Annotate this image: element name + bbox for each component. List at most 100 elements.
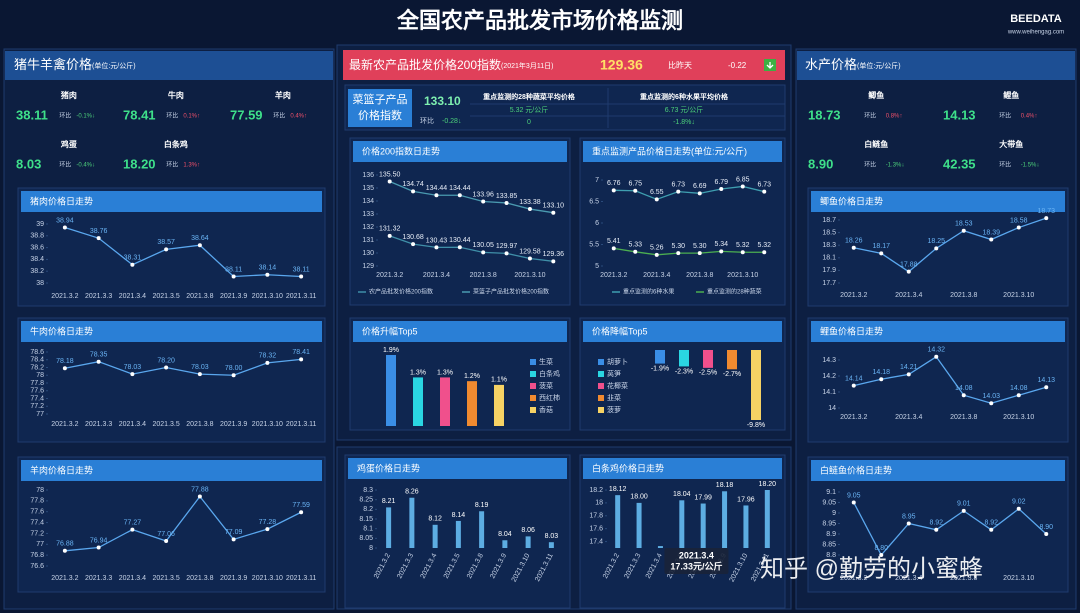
bar	[655, 350, 665, 364]
bar	[727, 350, 737, 370]
legend-label: 西红柿	[539, 393, 560, 402]
bar	[751, 350, 761, 420]
x-tick-label: 2021.3.2	[51, 421, 78, 428]
right-panel-header	[797, 51, 1075, 80]
data-point	[633, 249, 638, 254]
data-label: 135.50	[379, 171, 401, 178]
x-tick-label: 2021.3.2	[840, 414, 867, 421]
veg-value: 5.32 元/公斤	[510, 105, 549, 114]
series-line	[389, 235, 554, 262]
bar	[657, 546, 663, 548]
stat-change-label: 环比	[999, 161, 1011, 169]
data-label: 5.33	[628, 242, 642, 249]
stat-change-label: 环比	[166, 112, 178, 120]
data-label: -2.5%	[699, 370, 717, 377]
data-label: 78.00	[225, 365, 243, 372]
data-label: 5.41	[607, 238, 621, 245]
y-tick-label: 136	[362, 172, 374, 179]
data-point	[265, 360, 270, 365]
data-label: 1.2%	[464, 373, 480, 380]
data-label: 8.06	[521, 527, 535, 534]
data-label: 78.35	[90, 352, 108, 359]
y-tick-label: 78	[36, 372, 44, 379]
data-label: 9.02	[1012, 499, 1026, 506]
stat-change: -1.3%↓	[886, 163, 905, 169]
data-point	[989, 401, 994, 406]
data-label: 8.03	[545, 533, 559, 540]
y-tick-label: 38	[36, 280, 44, 287]
data-label: 18.25	[927, 238, 945, 245]
data-point	[654, 197, 659, 202]
data-label: 133.85	[496, 193, 518, 200]
bar	[479, 511, 485, 548]
data-point	[299, 510, 304, 515]
y-tick-label: 78.2	[30, 364, 44, 371]
bar	[432, 524, 438, 548]
data-label: 38.11	[225, 266, 242, 273]
data-label: 17.88	[900, 262, 918, 269]
y-tick-label: 9.1	[826, 489, 836, 496]
bar	[494, 384, 504, 426]
data-point	[164, 365, 169, 370]
watermark: 知乎 @勤劳的小蜜蜂	[760, 555, 983, 582]
data-point	[906, 372, 911, 377]
data-label: 38.94	[56, 217, 74, 224]
data-point	[879, 553, 884, 557]
data-label: 78.32	[259, 353, 277, 360]
data-label: 8.04	[498, 531, 512, 538]
data-label: 134.74	[402, 181, 424, 188]
data-point	[762, 250, 767, 255]
data-point	[197, 243, 202, 248]
stat-change-label: 环比	[59, 112, 71, 120]
x-tick-label: 2021.3.4	[895, 414, 922, 421]
data-label: 133.10	[543, 203, 565, 210]
basket-label-box	[348, 89, 412, 127]
data-label: 6.85	[736, 176, 750, 183]
data-point	[62, 366, 67, 371]
x-tick-label: 2021.3.3	[85, 421, 112, 428]
data-label: 18.12	[609, 486, 627, 493]
data-label: 18.17	[872, 243, 890, 250]
y-tick-label: 8.3	[363, 487, 373, 494]
data-point	[551, 259, 556, 264]
chart-header	[353, 321, 567, 342]
left-panel-header	[5, 51, 333, 80]
center-date: (2021年3月11日)	[501, 61, 553, 70]
y-tick-label: 18.2	[589, 487, 603, 494]
data-label: 8.12	[428, 516, 442, 523]
legend-label: 韭菜	[607, 393, 621, 402]
x-tick-label: 2021.3.5	[153, 575, 180, 582]
stat-change: -1.5%↓	[1021, 163, 1040, 169]
data-point	[989, 527, 994, 532]
x-tick-label: 2021.3.8	[186, 421, 213, 428]
center-header-title: 最新农产品批发价格200指数(2021年3月11日)	[349, 57, 553, 72]
data-label: 6.69	[693, 183, 707, 190]
data-point	[387, 233, 392, 238]
y-tick-label: 8.85	[822, 541, 836, 548]
data-label: 6.73	[757, 181, 771, 188]
data-label: 130.44	[449, 237, 471, 244]
y-tick-label: 18.3	[822, 242, 836, 249]
y-tick-label: 6	[595, 220, 599, 227]
data-point	[1044, 385, 1049, 390]
data-label: 17.96	[737, 496, 755, 503]
bar	[700, 503, 706, 548]
right-unit: (单位:元/公斤)	[857, 61, 901, 70]
x-tick-label: 2021.3.10	[1003, 292, 1034, 299]
data-point	[411, 242, 416, 247]
x-tick-label: 2021.3.2	[840, 575, 867, 582]
data-point	[130, 262, 135, 267]
data-point	[762, 189, 767, 194]
x-tick-label: 2021.3.10	[252, 575, 283, 582]
y-tick-label: 77.4	[30, 395, 44, 402]
y-tick-label: 78.6	[30, 349, 44, 356]
data-point	[906, 269, 911, 274]
chart-header	[583, 321, 782, 342]
series-line	[64, 495, 302, 552]
stat-change-label: 环比	[59, 161, 71, 169]
x-tick-label: 2021.3.8	[470, 272, 497, 279]
stat-value: 18.20	[123, 156, 156, 171]
page-title: 全国农产品批发市场价格监测	[396, 8, 683, 33]
bar	[679, 350, 689, 367]
data-label: 1.3%	[410, 369, 426, 376]
